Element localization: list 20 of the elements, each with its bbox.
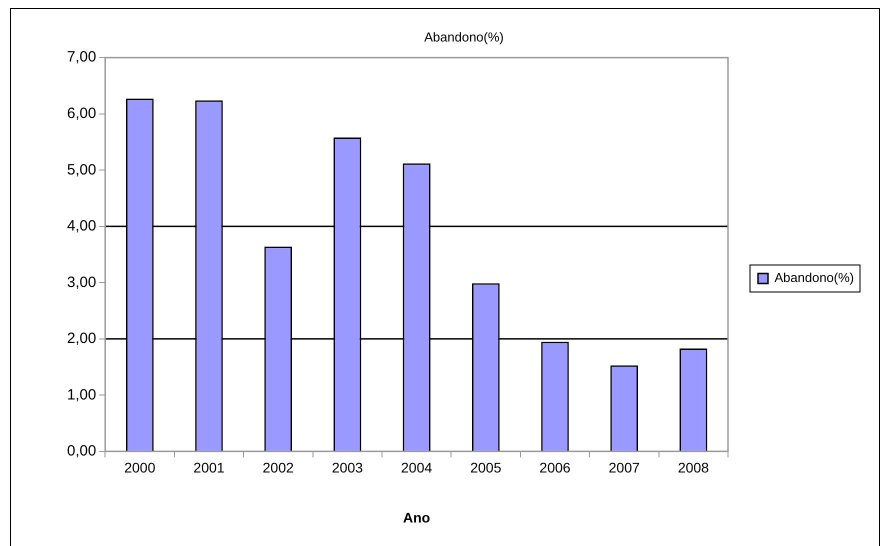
x-tick-label: 2002 (262, 460, 294, 476)
legend-label: Abandono(%) (774, 270, 854, 286)
chart-title: Abandono(%) (424, 29, 504, 44)
x-tick-label: 2005 (470, 460, 502, 476)
y-tick-label: 4,00 (66, 218, 96, 235)
x-tick-label: 2006 (539, 460, 571, 476)
x-tick-label: 2008 (678, 460, 710, 476)
x-tick-label: 2001 (193, 460, 225, 476)
x-tick-label: 2004 (401, 460, 432, 476)
y-tick-label: 3,00 (66, 274, 96, 291)
y-tick-label: 1,00 (66, 386, 96, 404)
y-tick-label: 6,00 (66, 105, 96, 122)
x-tick-label: 2003 (332, 460, 364, 476)
x-tick-label: 2000 (124, 460, 156, 476)
x-tick-label: 2007 (608, 460, 640, 476)
y-tick-label: 2,00 (66, 330, 96, 348)
x-axis-title: Ano (402, 509, 430, 526)
y-tick-label: 0,00 (66, 442, 96, 460)
y-tick-label: 5,00 (66, 161, 96, 178)
y-tick-label: 7,00 (66, 48, 96, 66)
